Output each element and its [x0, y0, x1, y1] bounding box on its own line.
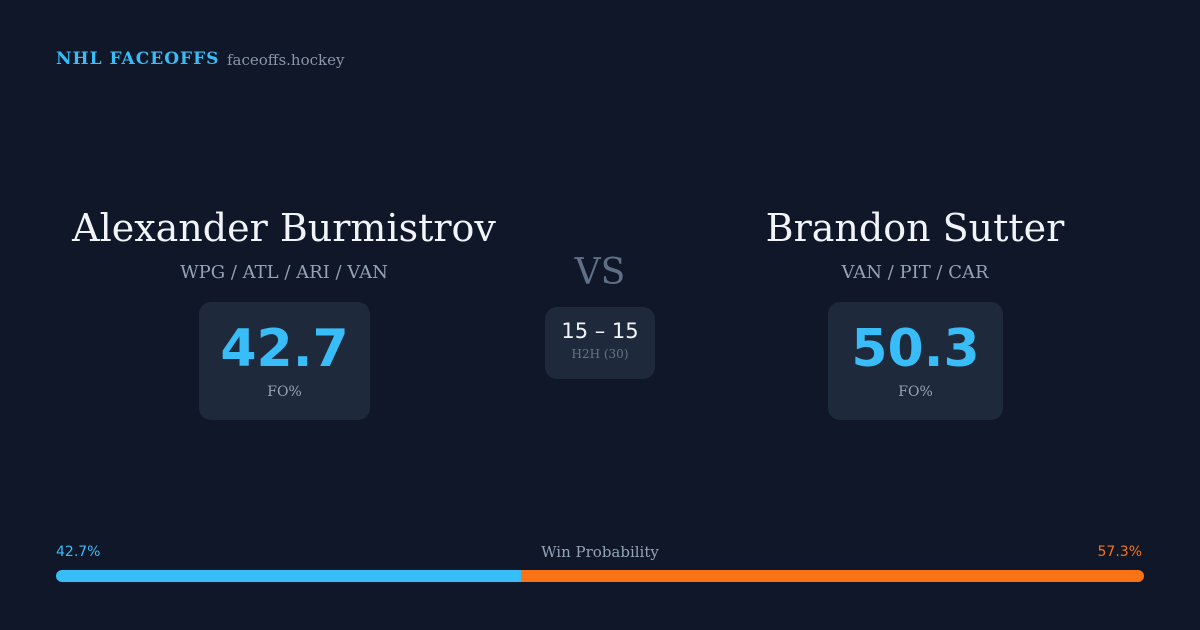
- h2h-label: H2H (30): [571, 347, 629, 361]
- fo-label: FO%: [267, 384, 302, 400]
- win-prob-title: Win Probability: [541, 543, 659, 561]
- win-prob-segment: [520, 570, 1144, 582]
- win-prob-right: 57.3%: [1097, 544, 1142, 560]
- player-name: Brandon Sutter: [765, 206, 1065, 250]
- win-prob-bar: [56, 570, 1144, 582]
- win-prob-segment: [56, 570, 521, 582]
- fo-card: 42.7 FO%: [199, 302, 370, 420]
- vs-label: VS: [574, 252, 626, 293]
- player-teams: WPG / ATL / ARI / VAN: [180, 262, 388, 283]
- fo-card: 50.3 FO%: [828, 302, 1003, 420]
- h2h-score: 15 – 15: [561, 319, 639, 343]
- fo-label: FO%: [898, 384, 933, 400]
- h2h-card: 15 – 15 H2H (30): [545, 307, 655, 379]
- site-name: faceoffs.hockey: [227, 51, 345, 69]
- brand-title[interactable]: NHL FACEOFFS: [56, 49, 220, 69]
- player-name: Alexander Burmistrov: [72, 206, 496, 250]
- player-teams: VAN / PIT / CAR: [841, 262, 989, 283]
- fo-value: 50.3: [851, 319, 980, 379]
- win-prob-left: 42.7%: [56, 544, 101, 560]
- fo-value: 42.7: [220, 319, 349, 379]
